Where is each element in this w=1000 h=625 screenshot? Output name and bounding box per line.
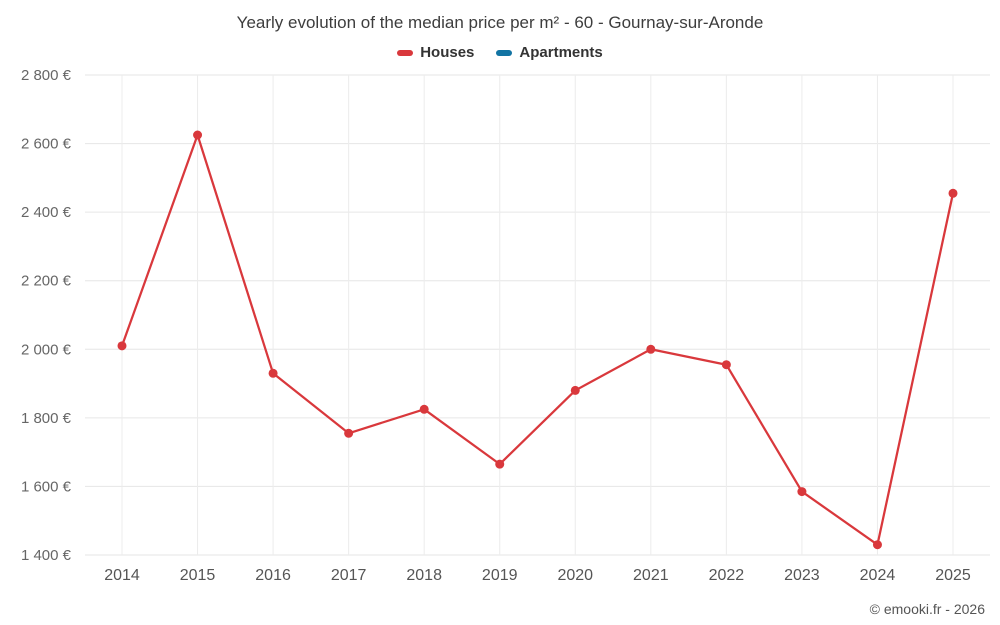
x-axis-tick-label: 2019 [482, 567, 518, 584]
houses-data-point[interactable] [872, 540, 882, 550]
x-axis-tick-label: 2025 [935, 567, 971, 584]
x-axis-tick-label: 2020 [557, 567, 593, 584]
x-axis-tick-label: 2014 [104, 567, 140, 584]
legend-item-apartments[interactable]: Apartments [496, 44, 603, 61]
houses-series-swatch [397, 49, 414, 56]
x-axis-tick-label: 2022 [709, 567, 745, 584]
chart-legend: Houses Apartments [0, 44, 1000, 61]
y-axis-tick-label: 2 800 € [21, 67, 72, 84]
y-axis-tick-label: 2 000 € [21, 341, 72, 358]
houses-data-point[interactable] [117, 341, 127, 351]
x-axis-tick-label: 2017 [331, 567, 367, 584]
apartments-series-swatch [496, 49, 513, 56]
houses-data-point[interactable] [646, 344, 656, 354]
y-axis-tick-label: 1 400 € [21, 547, 72, 564]
houses-series-line [120, 133, 955, 546]
y-axis-tick-label: 2 200 € [21, 273, 72, 290]
copyright-credit: © emooki.fr - 2026 [869, 601, 985, 617]
x-axis-tick-label: 2021 [633, 567, 669, 584]
houses-data-point[interactable] [570, 385, 580, 395]
houses-data-point[interactable] [193, 130, 203, 140]
chart-title: Yearly evolution of the median price per… [236, 13, 764, 32]
x-axis-tick-label: 2016 [255, 567, 291, 584]
y-axis-tick-label: 2 400 € [21, 204, 72, 221]
houses-data-point[interactable] [419, 404, 429, 414]
x-axis-tick-label: 2023 [784, 567, 820, 584]
houses-data-point[interactable] [268, 368, 278, 378]
houses-data-point[interactable] [495, 459, 505, 469]
y-axis-tick-label: 1 600 € [21, 478, 72, 495]
y-axis-tick-label: 2 600 € [21, 136, 72, 153]
legend-label-houses: Houses [420, 44, 475, 61]
houses-data-point[interactable] [721, 360, 731, 370]
x-axis-tick-label: 2024 [860, 567, 896, 584]
houses-data-point[interactable] [948, 188, 958, 198]
x-axis-tick-label: 2015 [180, 567, 216, 584]
houses-data-point[interactable] [344, 428, 354, 438]
y-axis-tick-label: 1 800 € [21, 410, 72, 427]
legend-item-houses[interactable]: Houses [397, 44, 474, 61]
houses-data-point[interactable] [797, 487, 807, 497]
legend-label-apartments: Apartments [519, 44, 603, 61]
x-axis-tick-label: 2018 [406, 567, 442, 584]
